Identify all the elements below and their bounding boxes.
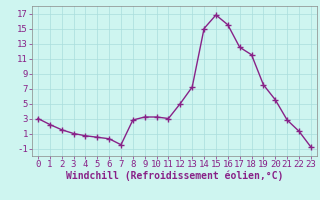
X-axis label: Windchill (Refroidissement éolien,°C): Windchill (Refroidissement éolien,°C) (66, 171, 283, 181)
